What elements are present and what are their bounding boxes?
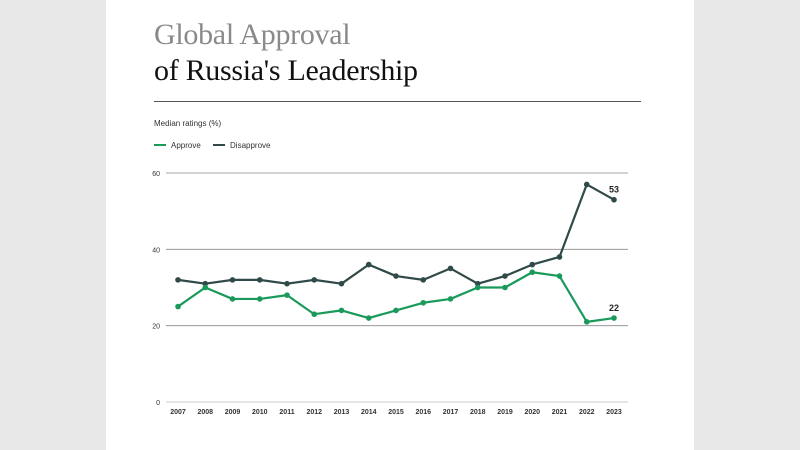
- y-tick-label-60: 60: [152, 171, 160, 178]
- data-point-approve-2016: [420, 299, 427, 306]
- x-tick-label-2009: 2009: [225, 409, 241, 416]
- end-label-disapprove: 53: [609, 185, 619, 195]
- data-point-approve-2015: [393, 307, 399, 314]
- x-tick-label-2014: 2014: [361, 409, 377, 416]
- data-point-disapprove-2014: [365, 261, 372, 268]
- data-point-disapprove-2023: [611, 196, 617, 203]
- data-point-approve-2022: [583, 319, 590, 325]
- legend-swatch-disapprove: [213, 144, 226, 146]
- x-tick-label-2017: 2017: [443, 409, 459, 416]
- data-point-approve-2017: [447, 296, 454, 302]
- chart-title-line1: Global Approval: [154, 18, 351, 51]
- data-point-approve-2019: [502, 284, 508, 291]
- data-point-disapprove-2020: [529, 261, 536, 268]
- data-point-approve-2009: [229, 296, 236, 302]
- data-point-approve-2014: [365, 315, 372, 321]
- data-point-disapprove-2019: [502, 273, 508, 279]
- data-point-disapprove-2013: [338, 280, 345, 287]
- x-tick-label-2018: 2018: [470, 409, 486, 416]
- legend-swatch-approve: [154, 144, 166, 146]
- x-tick-label-2016: 2016: [415, 409, 431, 416]
- data-point-disapprove-2009: [229, 277, 236, 283]
- data-point-approve-2013: [338, 307, 345, 314]
- legend-item-approve: Approve: [154, 141, 201, 150]
- x-tick-label-2007: 2007: [170, 409, 186, 416]
- data-point-approve-2010: [256, 296, 263, 302]
- data-point-disapprove-2010: [256, 277, 263, 283]
- series-line-disapprove: [177, 183, 615, 285]
- data-point-approve-2011: [284, 292, 290, 298]
- chart-subtitle: Median ratings (%): [154, 119, 222, 128]
- end-label-approve: 22: [609, 303, 619, 313]
- x-tick-label-2012: 2012: [306, 409, 322, 416]
- x-tick-label-2022: 2022: [579, 409, 595, 416]
- data-point-disapprove-2017: [447, 265, 454, 272]
- x-tick-label-2013: 2013: [334, 409, 350, 416]
- report-page: Global Approval of Russia's Leadership M…: [106, 0, 694, 450]
- y-tick-label-40: 40: [152, 247, 160, 254]
- data-point-disapprove-2016: [420, 277, 427, 283]
- legend-item-disapprove: Disapprove: [213, 140, 271, 150]
- data-point-approve-2023: [611, 315, 617, 321]
- data-point-approve-2008: [202, 284, 209, 291]
- data-point-approve-2007: [175, 303, 181, 310]
- data-point-disapprove-2012: [311, 277, 318, 283]
- x-tick-label-2021: 2021: [552, 409, 568, 416]
- legend-label-approve: Approve: [171, 140, 201, 150]
- data-point-approve-2018: [474, 284, 481, 291]
- chart-title-line2: of Russia's Leadership: [154, 54, 418, 87]
- x-tick-label-2015: 2015: [388, 409, 404, 416]
- data-point-disapprove-2021: [556, 254, 563, 260]
- x-tick-label-2010: 2010: [252, 409, 268, 416]
- y-tick-label-20: 20: [152, 324, 160, 331]
- y-tick-label-0: 0: [156, 400, 160, 407]
- chart-legend: Approve Disapprove: [154, 139, 281, 150]
- data-point-disapprove-2011: [284, 280, 290, 287]
- data-point-approve-2021: [556, 273, 563, 279]
- x-tick-label-2023: 2023: [606, 409, 622, 416]
- legend-label-disapprove: Disapprove: [230, 140, 271, 150]
- data-point-disapprove-2007: [175, 277, 181, 283]
- data-point-approve-2020: [529, 269, 536, 276]
- data-point-approve-2012: [311, 311, 318, 318]
- data-point-disapprove-2015: [393, 273, 399, 279]
- x-tick-label-2019: 2019: [497, 409, 513, 416]
- x-tick-label-2008: 2008: [197, 409, 213, 416]
- x-tick-label-2020: 2020: [524, 409, 540, 416]
- data-point-disapprove-2022: [583, 181, 590, 188]
- x-tick-label-2011: 2011: [279, 409, 294, 416]
- title-divider: [154, 101, 641, 102]
